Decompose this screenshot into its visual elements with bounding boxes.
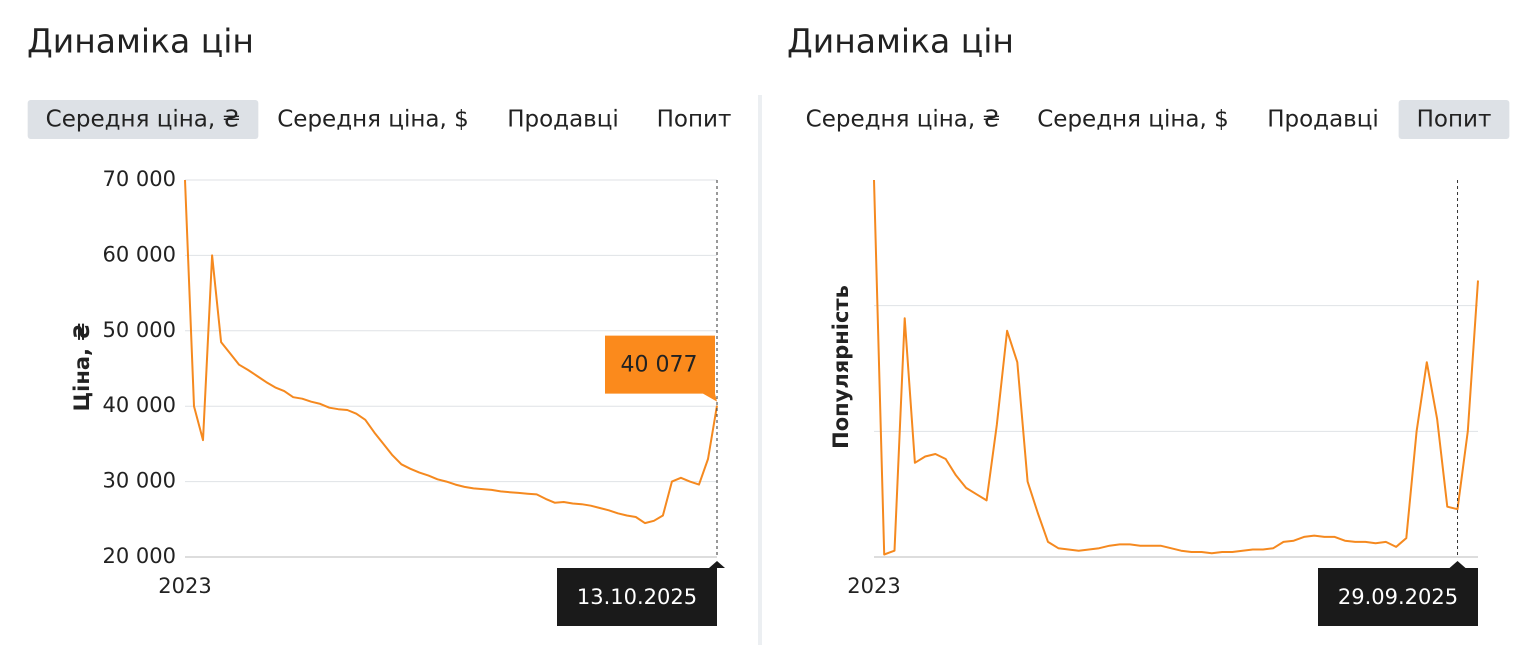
y-tick-label: 60 000 [103, 242, 176, 266]
tab[interactable]: Середня ціна, $ [1037, 107, 1228, 133]
tab[interactable]: Середня ціна, ₴ [46, 107, 241, 133]
panel-title: Динаміка цін [787, 22, 1014, 61]
y-axis-label: Ціна, ₴ [70, 323, 94, 412]
tab[interactable]: Попит [1417, 107, 1492, 133]
x-tick-label: 2023 [158, 574, 211, 598]
date-tooltip: 13.10.2025 [577, 585, 697, 609]
price-line [184, 179, 718, 525]
y-tick-label: 30 000 [103, 469, 176, 493]
value-tooltip-box [605, 335, 717, 402]
date-tooltip-box [1318, 561, 1478, 626]
date-tooltip: 29.09.2025 [1338, 585, 1458, 609]
tab[interactable]: Продавці [507, 107, 619, 133]
y-axis-label: Популярність [829, 285, 853, 449]
y-tick-label: 20 000 [103, 544, 176, 568]
y-tick-label: 40 000 [103, 393, 176, 417]
tab[interactable]: Попит [657, 107, 732, 133]
tab[interactable]: Продавці [1267, 107, 1379, 133]
price-line [873, 179, 1479, 556]
tab[interactable]: Середня ціна, ₴ [806, 107, 1001, 133]
value-tooltip: 40 077 [621, 353, 698, 378]
x-tick-label: 2023 [847, 574, 900, 598]
y-tick-label: 50 000 [103, 318, 176, 342]
tab-background [1398, 100, 1510, 139]
tab-background [27, 100, 259, 139]
y-tick-label: 70 000 [103, 167, 176, 191]
tab[interactable]: Середня ціна, $ [277, 107, 468, 133]
date-tooltip-box [557, 561, 725, 626]
panel-title: Динаміка цін [27, 22, 254, 61]
